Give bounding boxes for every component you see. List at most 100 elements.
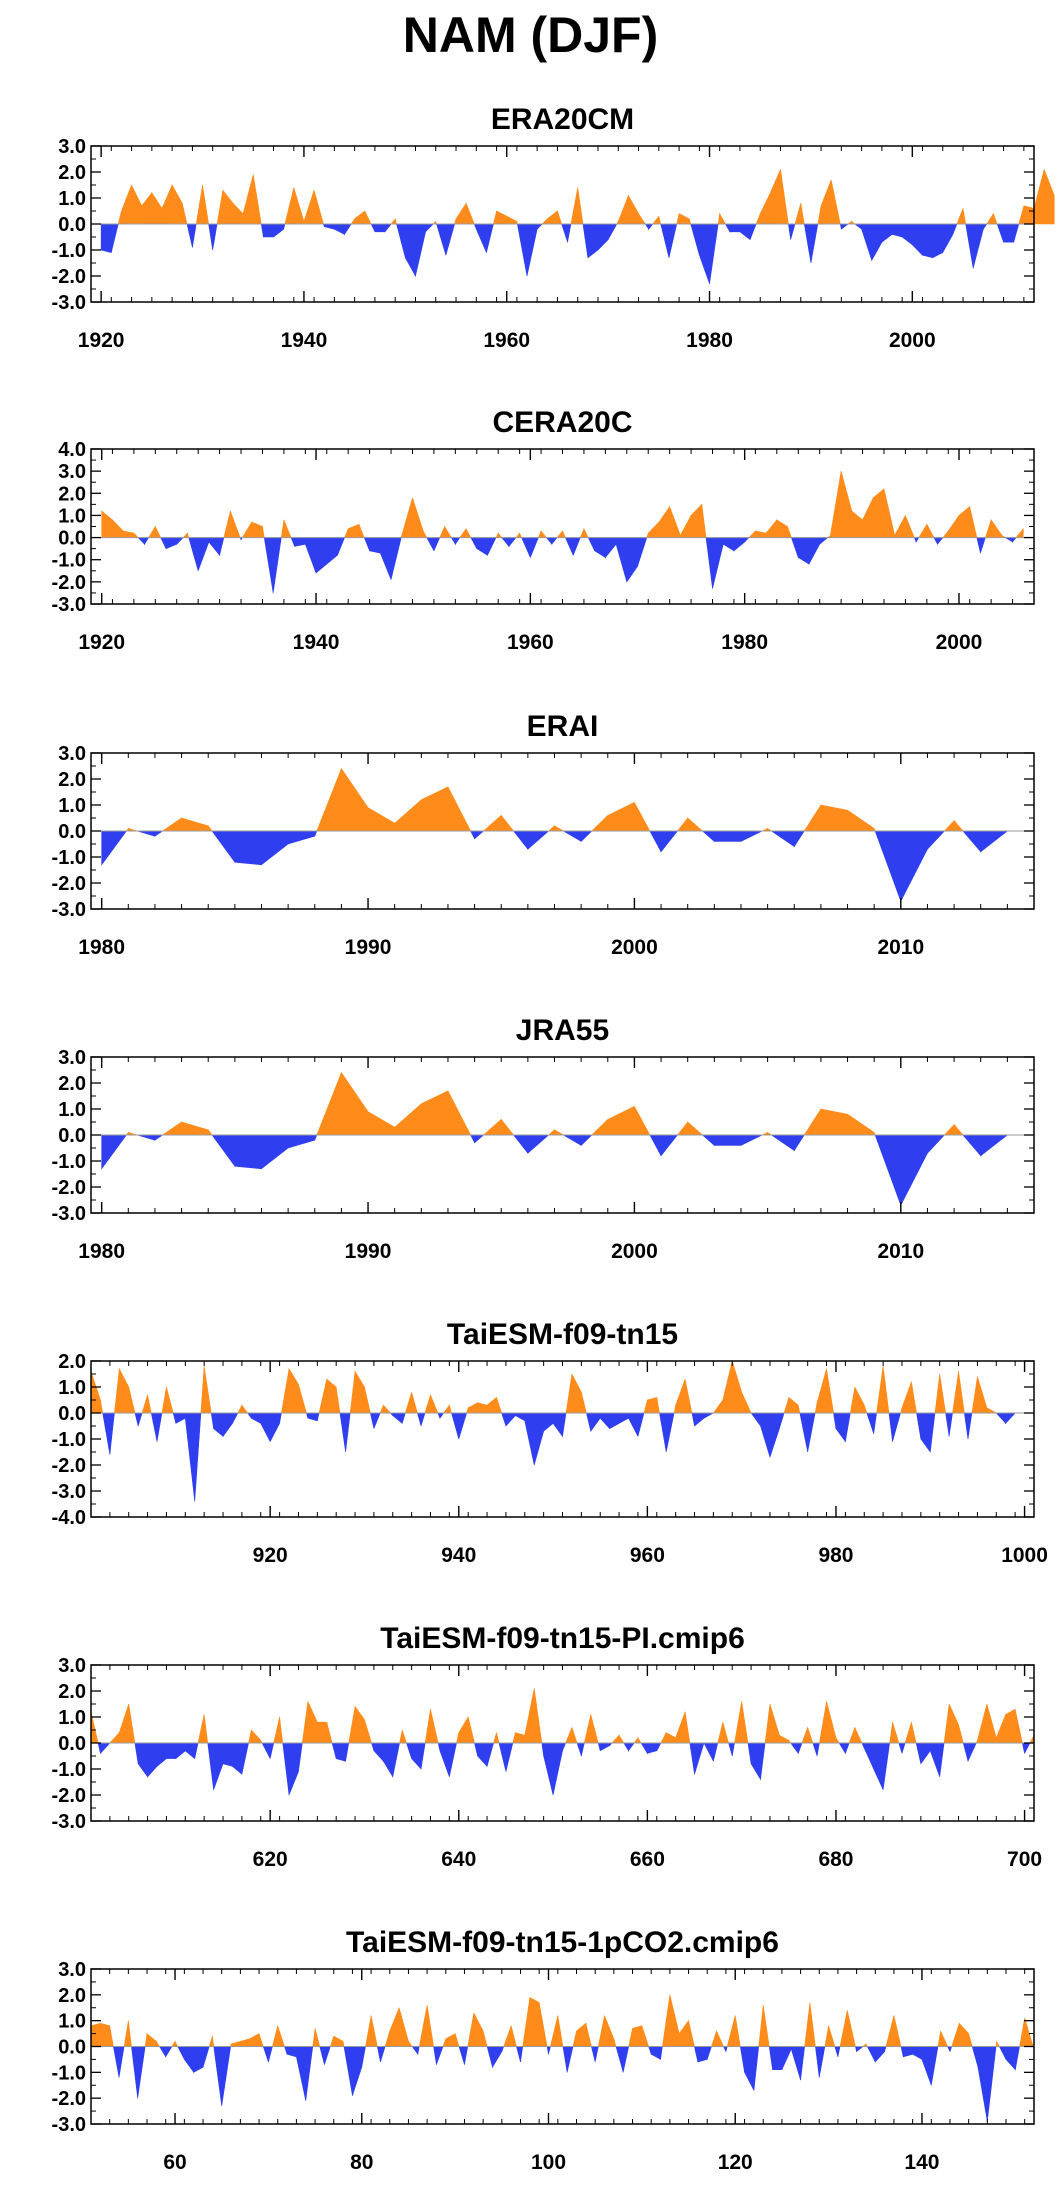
positive-area <box>447 786 472 832</box>
positive-area <box>656 1397 660 1414</box>
positive-area <box>986 1407 997 1414</box>
negative-area <box>374 223 386 233</box>
negative-area <box>901 1742 906 1754</box>
negative-area <box>194 1412 202 1502</box>
positive-area <box>496 1732 500 1744</box>
positive-area <box>515 532 520 538</box>
positive-area <box>604 2015 615 2047</box>
negative-area <box>866 2046 876 2063</box>
positive-area <box>354 210 366 225</box>
positive-area <box>195 184 203 225</box>
positive-area <box>240 2038 251 2047</box>
positive-area <box>547 825 555 832</box>
negative-area <box>694 1412 705 1427</box>
negative-area <box>760 1412 771 1458</box>
positive-area <box>977 1376 988 1414</box>
positive-area <box>1018 205 1025 225</box>
negative-area <box>790 1742 799 1755</box>
negative-area <box>343 2046 353 2096</box>
negative-area <box>797 537 810 565</box>
negative-area <box>947 2046 951 2052</box>
negative-area <box>996 223 1004 243</box>
negative-area <box>232 1742 243 1775</box>
negative-area <box>154 830 164 837</box>
negative-area <box>284 2046 288 2055</box>
positive-area <box>734 1701 742 1744</box>
positive-area <box>449 1405 452 1414</box>
positive-area <box>161 1121 182 1136</box>
positive-area <box>863 1405 868 1414</box>
chart-panel-0: ERA20CM 3.0 2.0 1.0 0.0 -1.0 -2.0 -3.0 1920 1940 1… <box>52 103 1055 352</box>
negative-area <box>486 1742 494 1767</box>
chart-title: TaiESM-f09-tn15 <box>447 1318 678 1351</box>
positive-area <box>846 2010 856 2047</box>
negative-area <box>450 537 456 546</box>
y-tick-label: 3.0 <box>58 1047 86 1069</box>
negative-area <box>221 2046 232 2106</box>
negative-area <box>760 1742 766 1780</box>
negative-area <box>314 1134 318 1141</box>
negative-area <box>567 223 572 243</box>
positive-area <box>828 2025 836 2047</box>
positive-area <box>847 809 875 832</box>
positive-area <box>465 203 475 225</box>
negative-area <box>706 2046 712 2060</box>
positive-area <box>849 1386 856 1414</box>
positive-area <box>607 801 635 832</box>
positive-area <box>765 519 778 538</box>
positive-area <box>174 2041 179 2047</box>
negative-area <box>501 1412 507 1427</box>
positive-area <box>854 1727 863 1744</box>
y-tick-label: 0.0 <box>58 1125 86 1147</box>
negative-area <box>464 2046 469 2065</box>
positive-area <box>445 2033 456 2047</box>
negative-area <box>396 223 406 258</box>
negative-area <box>788 223 791 240</box>
negative-area <box>222 1412 233 1438</box>
negative-area <box>703 1742 714 1762</box>
y-tick-label: 1.0 <box>58 505 86 527</box>
negative-area <box>380 2046 386 2063</box>
positive-area <box>741 1701 749 1744</box>
positive-area <box>316 1072 342 1136</box>
negative-area <box>722 537 735 552</box>
negative-area <box>916 1412 922 1440</box>
negative-area <box>486 2046 493 2068</box>
x-tick-label: 1940 <box>293 631 340 654</box>
positive-area <box>876 1366 884 1414</box>
negative-area <box>892 1412 901 1442</box>
positive-area <box>128 1386 136 1414</box>
negative-area <box>987 2046 997 2122</box>
positive-area <box>611 1734 620 1744</box>
positive-area <box>647 521 660 538</box>
negative-area <box>962 830 982 853</box>
x-tick-label: 80 <box>350 2151 373 2174</box>
positive-area <box>364 210 372 225</box>
negative-area <box>731 1742 735 1757</box>
negative-area <box>501 2046 505 2052</box>
negative-area <box>184 2046 194 2074</box>
positive-area <box>862 497 874 538</box>
negative-area <box>524 1412 535 1466</box>
positive-area <box>847 1113 875 1136</box>
negative-area <box>781 2046 792 2070</box>
positive-area <box>354 1370 365 1414</box>
negative-area <box>144 537 150 546</box>
y-tick-label: -1.0 <box>52 550 86 572</box>
positive-area <box>889 1722 893 1744</box>
positive-area <box>546 210 558 225</box>
positive-area <box>512 1732 516 1744</box>
negative-area <box>433 2046 437 2065</box>
negative-area <box>835 1412 846 1443</box>
negative-area <box>543 1742 554 1796</box>
positive-area <box>317 1721 328 1744</box>
positive-area <box>121 184 132 225</box>
positive-area <box>241 520 253 538</box>
negative-area <box>211 830 236 864</box>
negative-area <box>803 223 812 264</box>
negative-area <box>390 537 402 580</box>
negative-area <box>933 537 938 545</box>
negative-area <box>137 2046 146 2099</box>
negative-area <box>709 223 719 284</box>
negative-area <box>263 537 274 593</box>
